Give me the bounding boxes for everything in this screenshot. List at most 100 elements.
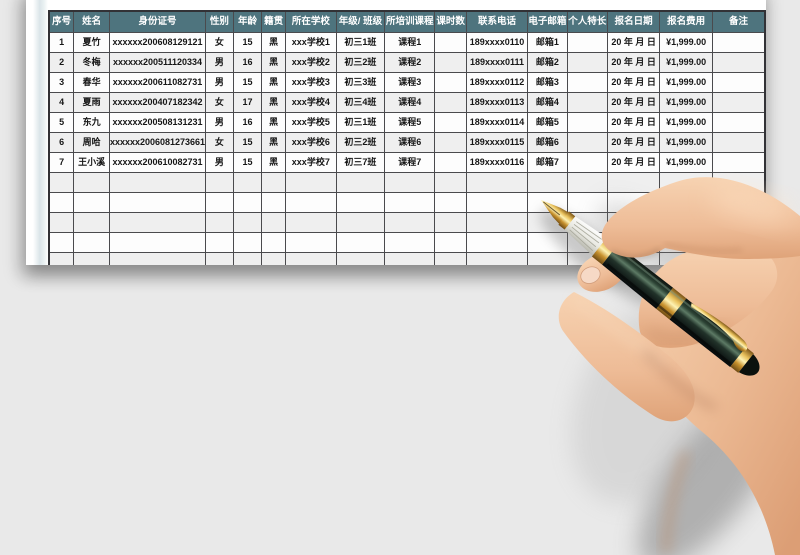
table-cell-hometown: 黑: [261, 112, 287, 133]
table-cell-hometown: [261, 232, 287, 253]
table-cell-index: 2: [48, 52, 75, 73]
table-cell-remark: [711, 252, 766, 265]
table-cell-gender: 男: [205, 112, 234, 133]
table-cell-email: 邮箱7: [526, 152, 568, 173]
table-cell-email: [526, 252, 568, 265]
column-header-remark: 备注: [711, 10, 766, 33]
table-cell-id_number: xxxxxx200608129121: [108, 32, 207, 53]
column-header-grade_class: 年级/ 班级: [335, 10, 386, 33]
table-cell-lesson_count: [434, 72, 468, 93]
table-cell-course: [384, 232, 436, 253]
column-header-lesson_count: 课时数: [434, 10, 468, 33]
table-cell-email: [526, 172, 568, 193]
table-cell-course: 课程2: [384, 52, 436, 73]
table-cell-hometown: 黑: [261, 92, 287, 113]
table-cell-fee: ¥1,999.00: [659, 32, 713, 53]
paper-sheet: 序号 姓名 身份证号 性别 年龄 籍贯 所在学校 年级/ 班级 所培训课程 课时数 联系电话 电子邮箱…: [26, 0, 766, 265]
table-cell-specialty: [566, 172, 608, 193]
table-cell-lesson_count: [434, 192, 468, 213]
table-cell-email: 邮箱5: [526, 112, 568, 133]
column-header-reg_date: 报名日期: [606, 10, 661, 33]
table-row: 6 周哈 xxxxxx2006081273661 女 15 黑 xxx学校6 初三2班 课程6 1…: [48, 132, 766, 153]
table-cell-age: [232, 172, 263, 193]
table-cell-fee: ¥1,999.00: [659, 72, 713, 93]
table-cell-phone: 189xxxx0112: [466, 72, 528, 93]
table-cell-fee: ¥1,999.00: [659, 92, 713, 113]
table-cell-school: xxx学校3: [285, 72, 337, 93]
table-cell-grade_class: [335, 232, 386, 253]
table-cell-id_number: xxxxxx200611082731: [108, 72, 207, 93]
column-header-name: 姓名: [73, 10, 110, 33]
table-cell-lesson_count: [434, 152, 468, 173]
table-cell-index: 5: [48, 112, 75, 133]
table-cell-email: 邮箱2: [526, 52, 568, 73]
table-cell-phone: 189xxxx0113: [466, 92, 528, 113]
table-cell-grade_class: 初三1班: [335, 32, 386, 53]
table-cell-hometown: [261, 252, 287, 265]
table-cell-school: xxx学校5: [285, 112, 337, 133]
table-cell-id_number: [108, 212, 207, 233]
table-cell-remark: [711, 132, 766, 153]
table-cell-specialty: [566, 132, 608, 153]
table-cell-remark: [711, 112, 766, 133]
table-cell-name: [73, 252, 110, 265]
table-cell-phone: 189xxxx0111: [466, 52, 528, 73]
column-header-id_number: 身份证号: [108, 10, 207, 33]
table-cell-fee: [659, 172, 713, 193]
empty-row: [48, 212, 766, 233]
table-cell-specialty: [566, 152, 608, 173]
table-cell-age: [232, 192, 263, 213]
empty-row: [48, 172, 766, 193]
table-cell-fee: [659, 252, 713, 265]
table-row: 4 夏雨 xxxxxx200407182342 女 17 黑 xxx学校4 初三4班 课程4 18…: [48, 92, 766, 113]
table-cell-grade_class: 初三7班: [335, 152, 386, 173]
table-cell-specialty: [566, 252, 608, 265]
table-area: 序号 姓名 身份证号 性别 年龄 籍贯 所在学校 年级/ 班级 所培训课程 课时数 联系电话 电子邮箱…: [48, 10, 766, 265]
table-cell-remark: [711, 212, 766, 233]
table-cell-school: [285, 252, 337, 265]
table-cell-reg_date: 20 年 月 日: [606, 152, 661, 173]
table-cell-course: [384, 192, 436, 213]
table-cell-fee: [659, 192, 713, 213]
table-cell-reg_date: 20 年 月 日: [606, 32, 661, 53]
column-header-course: 所培训课程: [384, 10, 436, 33]
pen-center-band: [656, 287, 687, 320]
table-cell-phone: [466, 172, 528, 193]
table-cell-lesson_count: [434, 172, 468, 193]
table-cell-grade_class: 初三2班: [335, 132, 386, 153]
table-cell-index: 1: [48, 32, 75, 53]
table-cell-course: [384, 252, 436, 265]
table-cell-lesson_count: [434, 112, 468, 133]
pen-cap-dome: [738, 354, 760, 376]
table-cell-school: [285, 232, 337, 253]
table-cell-age: [232, 232, 263, 253]
table-cell-phone: 189xxxx0114: [466, 112, 528, 133]
table-cell-remark: [711, 92, 766, 113]
table-cell-school: xxx学校4: [285, 92, 337, 113]
table-cell-school: xxx学校2: [285, 52, 337, 73]
table-cell-gender: [205, 212, 234, 233]
table-cell-hometown: 黑: [261, 52, 287, 73]
header-row: 序号 姓名 身份证号 性别 年龄 籍贯 所在学校 年级/ 班级 所培训课程 课时数 联系电话 电子邮箱…: [48, 10, 766, 33]
column-header-age: 年龄: [232, 10, 263, 33]
table-cell-age: 15: [232, 152, 263, 173]
table-cell-lesson_count: [434, 132, 468, 153]
table-cell-email: [526, 232, 568, 253]
column-header-hometown: 籍贯: [261, 10, 287, 33]
table-cell-grade_class: 初三1班: [335, 112, 386, 133]
table-cell-index: 7: [48, 152, 75, 173]
table-cell-lesson_count: [434, 92, 468, 113]
pen-clip: [690, 303, 748, 352]
table-cell-name: 周哈: [73, 132, 110, 153]
table-cell-gender: 女: [205, 32, 234, 53]
table-cell-email: [526, 192, 568, 213]
table-cell-reg_date: [606, 232, 661, 253]
table-cell-specialty: [566, 212, 608, 233]
empty-row: [48, 252, 766, 265]
table-cell-phone: [466, 192, 528, 213]
table-cell-age: [232, 252, 263, 265]
column-header-email: 电子邮箱: [526, 10, 568, 33]
fingernail: [580, 266, 601, 284]
table-cell-school: xxx学校1: [285, 32, 337, 53]
